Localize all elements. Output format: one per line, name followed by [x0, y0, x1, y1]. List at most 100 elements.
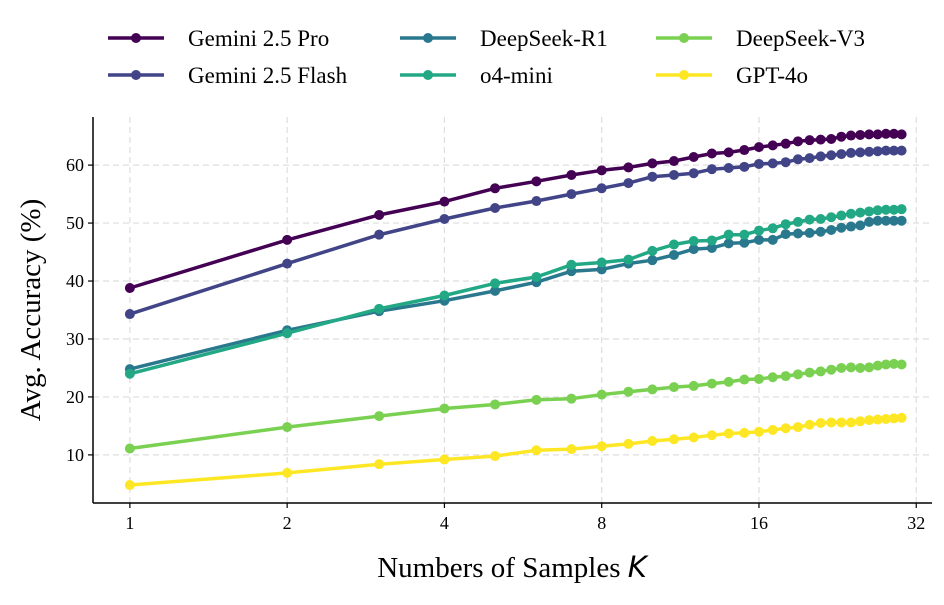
- data-point: [845, 417, 856, 428]
- data-point: [753, 373, 764, 384]
- data-point: [864, 415, 875, 426]
- data-point: [836, 149, 847, 160]
- data-point: [792, 422, 803, 433]
- data-point: [804, 419, 815, 430]
- data-point: [826, 212, 837, 223]
- data-point: [792, 228, 803, 239]
- data-point: [647, 384, 658, 395]
- data-point: [374, 411, 385, 422]
- data-point: [826, 150, 837, 161]
- data-point: [880, 359, 891, 370]
- data-point: [531, 445, 542, 456]
- data-point: [739, 229, 750, 240]
- data-point: [815, 226, 826, 237]
- legend-item: Gemini 2.5 Flash: [108, 63, 348, 88]
- data-point: [124, 309, 135, 320]
- data-point: [706, 164, 717, 175]
- legend-item: DeepSeek-V3: [656, 26, 865, 51]
- data-point: [888, 358, 899, 369]
- data-point: [836, 131, 847, 142]
- data-point: [439, 454, 450, 465]
- data-point: [845, 221, 856, 232]
- data-point: [668, 434, 679, 445]
- y-tick-label: 40: [66, 271, 84, 291]
- x-tick-label: 16: [750, 513, 768, 533]
- y-axis-label: Avg. Accuracy (%): [15, 199, 47, 422]
- data-point: [826, 417, 837, 428]
- data-point: [804, 153, 815, 164]
- x-axis-label-variable: K: [628, 550, 649, 584]
- data-point: [855, 207, 866, 218]
- data-point: [623, 438, 634, 449]
- data-point: [490, 399, 501, 410]
- data-point: [767, 372, 778, 383]
- legend-swatch-marker: [131, 33, 141, 43]
- data-point: [804, 135, 815, 146]
- data-point: [864, 146, 875, 157]
- legend-item: GPT-4o: [656, 63, 808, 88]
- data-point: [739, 427, 750, 438]
- data-point: [855, 147, 866, 158]
- data-point: [896, 359, 907, 370]
- data-point: [753, 234, 764, 245]
- y-tick-label: 20: [66, 387, 84, 407]
- series-gpt-4o: [124, 412, 907, 491]
- series-gemini-2-5-pro: [124, 128, 907, 293]
- data-point: [864, 216, 875, 227]
- data-point: [888, 145, 899, 156]
- data-point: [815, 366, 826, 377]
- data-point: [566, 259, 577, 270]
- data-point: [723, 428, 734, 439]
- data-point: [647, 435, 658, 446]
- data-point: [855, 129, 866, 140]
- data-point: [855, 416, 866, 427]
- legend-label: DeepSeek-V3: [736, 26, 865, 51]
- data-point: [896, 129, 907, 140]
- data-point: [780, 138, 791, 149]
- data-point: [490, 183, 501, 194]
- series-line: [129, 132, 902, 290]
- legend-item: o4-mini: [400, 63, 553, 88]
- data-point: [706, 235, 717, 246]
- data-point: [688, 151, 699, 162]
- data-point: [566, 189, 577, 200]
- data-point: [723, 376, 734, 387]
- data-point: [753, 426, 764, 437]
- data-point: [880, 204, 891, 215]
- data-point: [872, 146, 883, 157]
- data-point: [888, 128, 899, 139]
- data-point: [888, 215, 899, 226]
- data-point: [706, 242, 717, 253]
- data-point: [780, 219, 791, 230]
- x-tick-label: 4: [440, 513, 449, 533]
- data-point: [282, 422, 293, 433]
- data-point: [780, 371, 791, 382]
- data-point: [872, 129, 883, 140]
- data-point: [864, 206, 875, 217]
- data-point: [282, 328, 293, 339]
- x-tick-label: 8: [597, 513, 606, 533]
- data-point: [880, 413, 891, 424]
- y-tick-label: 30: [66, 329, 84, 349]
- data-point: [815, 134, 826, 145]
- data-point: [815, 151, 826, 162]
- data-point: [864, 362, 875, 373]
- data-point: [282, 234, 293, 245]
- x-tick-label: 32: [907, 513, 925, 533]
- data-point: [855, 362, 866, 373]
- data-point: [872, 414, 883, 425]
- data-point: [124, 368, 135, 379]
- data-point: [706, 148, 717, 159]
- data-point: [826, 225, 837, 236]
- data-point: [531, 394, 542, 405]
- data-point: [531, 271, 542, 282]
- x-tick-label: 2: [283, 513, 292, 533]
- data-point: [668, 382, 679, 393]
- data-point: [804, 214, 815, 225]
- data-point: [815, 214, 826, 225]
- data-point: [767, 158, 778, 169]
- data-point: [896, 412, 907, 423]
- data-point: [723, 238, 734, 249]
- series-gemini-2-5-flash: [124, 145, 907, 320]
- legend-swatch-marker: [131, 70, 141, 80]
